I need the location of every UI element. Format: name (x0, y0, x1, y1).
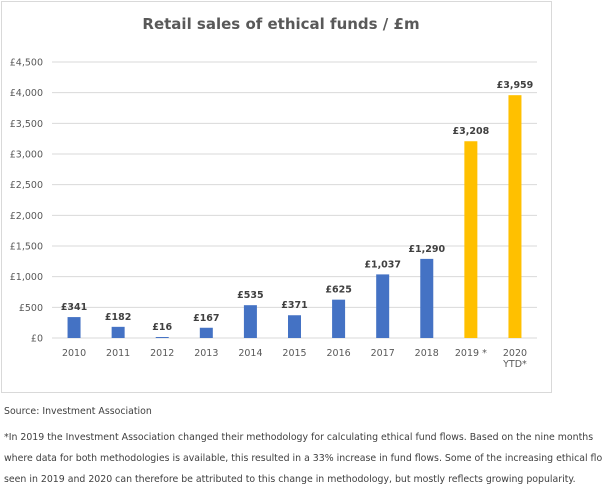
bar (376, 274, 390, 338)
x-tick-label: 2016 (326, 348, 350, 359)
x-tick-label: 2017 (371, 348, 395, 359)
footnote-line-1: *In 2019 the Investment Association chan… (4, 432, 594, 443)
y-axis-ticks: £0 £500 £1,000 £1,500 £2,000 £2,500 £3,000 £3,5… (10, 58, 43, 345)
bar (464, 141, 478, 338)
data-label: £341 (61, 302, 87, 313)
data-label: £371 (281, 300, 307, 311)
data-label: £535 (237, 290, 263, 301)
bars (67, 95, 522, 338)
footnote-line-3: seen in 2019 and 2020 can therefore be a… (4, 474, 576, 485)
y-tick-label: £4,500 (10, 58, 43, 69)
bar (67, 317, 81, 338)
y-tick-label: £3,500 (10, 119, 43, 130)
data-labels: £341 £182 £16 £167 £535 £371 £625 £1,037 £1,290 £… (61, 80, 533, 333)
data-label: £3,208 (453, 126, 490, 137)
y-tick-label: £0 (31, 334, 43, 345)
bar (155, 337, 169, 338)
bar (288, 315, 301, 338)
y-tick-label: £1,500 (10, 242, 43, 253)
x-tick-label: 2013 (194, 348, 218, 359)
data-label: £16 (152, 322, 172, 333)
x-tick-label: 2012 (150, 348, 174, 359)
x-tick-label: 2011 (106, 348, 130, 359)
x-tick-label: 2014 (238, 348, 262, 359)
data-label: £182 (105, 312, 131, 323)
x-tick-label: 2019 * (455, 348, 487, 359)
bar (508, 95, 522, 338)
x-tick-label: YTD* (502, 359, 527, 370)
data-label: £3,959 (497, 80, 534, 91)
chart-title: Retail sales of ethical funds / £m (142, 15, 419, 33)
footnote-line-2: where data for both methodologies is ava… (4, 453, 602, 464)
y-tick-label: £4,000 (10, 88, 43, 99)
bar (420, 258, 434, 338)
y-tick-label: £1,000 (10, 272, 43, 283)
x-axis-ticks: 2010 2011 2012 2013 2014 2015 2016 2017 2018 2019… (62, 348, 527, 370)
data-label: £1,290 (408, 244, 445, 255)
bar (111, 326, 125, 338)
x-tick-label: 2015 (282, 348, 306, 359)
chart-area: Retail sales of ethical funds / £m £0 £50… (1, 1, 552, 393)
y-tick-label: £2,500 (10, 180, 43, 191)
bar (243, 305, 257, 338)
data-label: £167 (193, 313, 219, 324)
gridlines (52, 61, 537, 339)
source-note: Source: Investment Association (4, 406, 152, 417)
data-label: £1,037 (364, 259, 401, 270)
bar-chart: Retail sales of ethical funds / £m £0 £50… (10, 15, 537, 370)
x-tick-label: 2018 (415, 348, 439, 359)
bar (199, 327, 213, 338)
y-tick-label: £2,000 (10, 211, 43, 222)
y-tick-label: £500 (19, 303, 43, 314)
x-tick-label: 2010 (62, 348, 86, 359)
x-tick-label: 2020 (503, 348, 527, 359)
y-tick-label: £3,000 (10, 150, 43, 161)
bar (332, 299, 346, 338)
data-label: £625 (325, 285, 351, 296)
